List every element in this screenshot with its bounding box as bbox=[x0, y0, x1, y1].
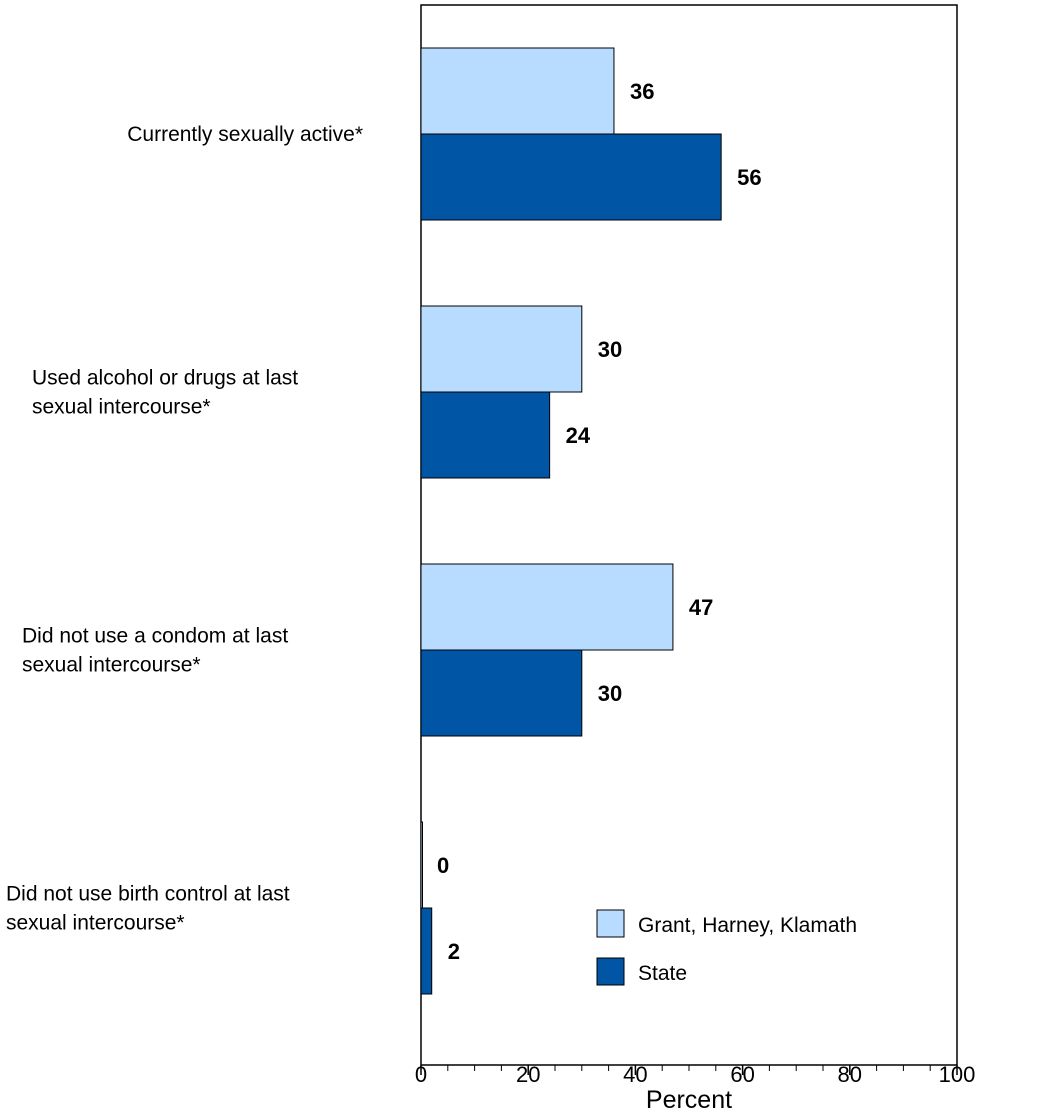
x-tick-label: 20 bbox=[516, 1062, 540, 1087]
legend-label: Grant, Harney, Klamath bbox=[638, 914, 857, 937]
category-label: sexual intercourse* bbox=[6, 912, 185, 935]
category-label: Currently sexually active* bbox=[127, 123, 363, 146]
bar-state-2 bbox=[420, 391, 551, 479]
category-label: Used alcohol or drugs at last bbox=[32, 367, 298, 390]
value-label: 36 bbox=[630, 79, 654, 104]
bar-region-1 bbox=[420, 47, 615, 135]
x-tick-label: 0 bbox=[415, 1062, 427, 1087]
legend-swatch bbox=[596, 909, 625, 938]
bar-region-4 bbox=[420, 821, 423, 909]
bar-region-3 bbox=[420, 563, 674, 651]
bar-region-2 bbox=[420, 305, 583, 393]
value-label: 30 bbox=[598, 337, 622, 362]
bar-state-1 bbox=[420, 133, 722, 221]
bar-state-3 bbox=[420, 649, 583, 737]
category-label: Did not use a condom at last bbox=[22, 625, 288, 648]
x-tick-label: 100 bbox=[939, 1062, 976, 1087]
legend: Grant, Harney, Klamath State bbox=[596, 909, 857, 986]
value-label: 47 bbox=[689, 595, 713, 620]
x-axis: 0 20 40 60 80 100 bbox=[415, 1062, 975, 1087]
legend-swatch bbox=[596, 957, 625, 986]
x-tick-label: 80 bbox=[838, 1062, 862, 1087]
value-label: 56 bbox=[737, 165, 761, 190]
value-label: 2 bbox=[448, 939, 460, 964]
legend-label: State bbox=[638, 962, 687, 985]
bars bbox=[420, 47, 722, 995]
value-labels: 36 56 30 24 47 30 0 2 bbox=[437, 79, 762, 964]
x-tick-label: 60 bbox=[730, 1062, 754, 1087]
bar-state-4 bbox=[420, 907, 433, 995]
category-labels: Currently sexually active* Used alcohol o… bbox=[6, 123, 363, 935]
value-label: 24 bbox=[566, 423, 591, 448]
value-label: 30 bbox=[598, 681, 622, 706]
x-axis-title: Percent bbox=[646, 1086, 732, 1114]
value-label: 0 bbox=[437, 853, 449, 878]
x-tick-label: 40 bbox=[623, 1062, 647, 1087]
category-label: sexual intercourse* bbox=[32, 396, 211, 419]
category-label: sexual intercourse* bbox=[22, 654, 201, 677]
category-label: Did not use birth control at last bbox=[6, 883, 290, 906]
